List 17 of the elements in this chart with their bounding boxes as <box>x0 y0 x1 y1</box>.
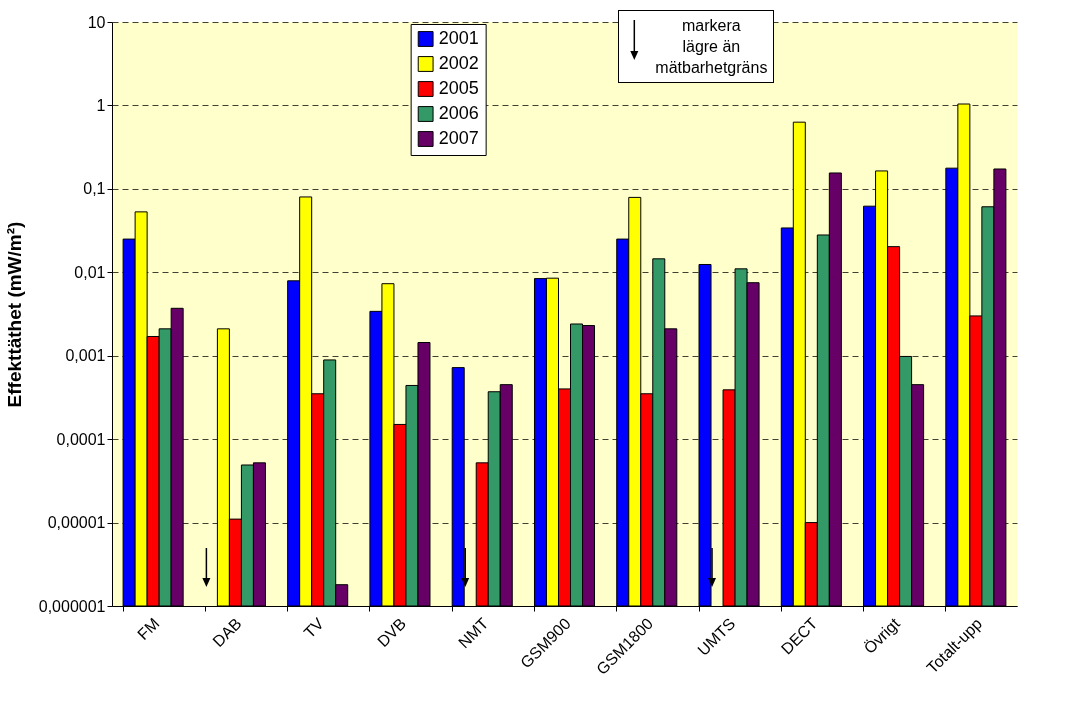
y-tick-label: 0,001 <box>65 347 106 365</box>
y-tick-label: 0,1 <box>83 180 106 198</box>
y-axis-title: Effekttäthet (mW/m²) <box>3 221 25 408</box>
legend-label: 2001 <box>438 28 479 48</box>
legend-label: 2005 <box>438 78 479 98</box>
y-tick-label: 10 <box>87 13 106 31</box>
legend-label: 2007 <box>438 128 479 148</box>
x-tick-label: TV <box>300 614 328 642</box>
legend-label: 2006 <box>438 103 479 123</box>
y-tick-label: 1 <box>96 96 106 114</box>
annotation: markera lägre än mätbarhetgräns <box>618 10 775 83</box>
y-tick-label: 0,000001 <box>38 597 106 615</box>
legend-label: 2002 <box>438 53 479 73</box>
y-tick-label: 0,0001 <box>56 430 106 448</box>
x-tick-label: FM <box>134 614 163 644</box>
y-tick-label: 0,00001 <box>47 514 106 532</box>
y-tick-label: 0,01 <box>74 263 106 281</box>
